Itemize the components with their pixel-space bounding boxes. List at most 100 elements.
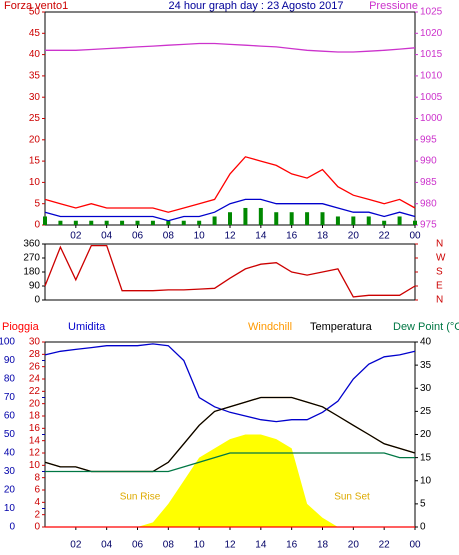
- x-tick-label: 10: [194, 231, 206, 242]
- left-title: Forza vento1: [4, 0, 68, 12]
- x-tick-label: 20: [348, 231, 360, 242]
- y-tick-label: 180: [23, 267, 40, 278]
- series-area: [45, 434, 415, 527]
- series-line: [44, 156, 416, 213]
- series-bar: [104, 220, 109, 225]
- y2-tick-label: 1025: [420, 7, 443, 18]
- y3-tick-label: 24: [29, 374, 41, 385]
- y2-tick-label: 35: [420, 360, 432, 371]
- y-tick-label: 50: [29, 7, 41, 18]
- y-tick-label: 90: [4, 355, 16, 366]
- y-tick-label: 10: [4, 503, 16, 514]
- series-bar: [73, 220, 78, 225]
- x-tick-label: 02: [70, 231, 82, 242]
- x-tick-label: 18: [317, 540, 329, 551]
- y2-tick-label: 0: [420, 522, 426, 533]
- y3-tick-label: 18: [29, 411, 41, 422]
- series-bar: [351, 216, 356, 225]
- y2-tick-label: E: [436, 281, 443, 292]
- x-tick-label: 18: [317, 231, 329, 242]
- legend-entry: Pioggia: [2, 321, 40, 333]
- y-tick-label: 40: [4, 448, 16, 459]
- y2-tick-label: 995: [420, 134, 437, 145]
- x-tick-label: 20: [348, 540, 360, 551]
- y-tick-label: 5: [34, 198, 40, 209]
- y2-tick-label: 10: [420, 475, 432, 486]
- y-tick-label: 100: [0, 337, 15, 348]
- series-bar: [366, 216, 371, 225]
- x-tick-label: 06: [132, 540, 144, 551]
- legend-entry: Windchill: [248, 321, 292, 333]
- y3-tick-label: 10: [29, 460, 41, 471]
- series-bar: [243, 207, 248, 225]
- x-tick-label: 22: [379, 540, 391, 551]
- y2-tick-label: 30: [420, 383, 432, 394]
- x-tick-label: 22: [379, 231, 391, 242]
- right-title: Pressione: [369, 0, 418, 12]
- y-tick-label: 0: [9, 522, 15, 533]
- y2-tick-label: S: [436, 267, 443, 278]
- series-bar: [397, 216, 402, 225]
- y-tick-label: 40: [29, 49, 41, 60]
- y3-tick-label: 14: [29, 435, 41, 446]
- y-tick-label: 270: [23, 253, 40, 264]
- y-tick-label: 20: [4, 485, 16, 496]
- x-tick-label: 12: [224, 540, 236, 551]
- x-tick-label: 10: [194, 540, 206, 551]
- y-tick-label: 30: [4, 466, 16, 477]
- y2-tick-label: 1005: [420, 92, 443, 103]
- y-tick-label: 25: [29, 113, 41, 124]
- y3-tick-label: 6: [34, 485, 40, 496]
- y2-tick-label: 40: [420, 337, 432, 348]
- y2-tick-label: 5: [420, 499, 426, 510]
- x-tick-label: 14: [255, 231, 267, 242]
- series-line: [44, 343, 416, 423]
- y2-tick-label: 15: [420, 452, 432, 463]
- x-tick-label: 02: [70, 540, 82, 551]
- x-tick-label: 08: [163, 231, 175, 242]
- x-tick-label: 00: [409, 540, 421, 551]
- y2-tick-label: 25: [420, 406, 432, 417]
- chart-title: 24 hour graph day : 23 Agosto 2017: [169, 0, 344, 12]
- y3-tick-label: 20: [29, 398, 41, 409]
- y-tick-label: 0: [34, 220, 40, 231]
- y2-tick-label: 990: [420, 156, 437, 167]
- y-tick-label: 20: [29, 134, 41, 145]
- series-bar: [228, 212, 232, 225]
- y2-tick-label: 1015: [420, 49, 443, 60]
- y3-tick-label: 12: [29, 448, 41, 459]
- y2-tick-label: 985: [420, 177, 437, 188]
- series-bar: [382, 220, 387, 225]
- y3-tick-label: 26: [29, 361, 41, 372]
- x-tick-label: 16: [286, 231, 298, 242]
- x-tick-label: 04: [101, 540, 113, 551]
- series-bar: [181, 220, 186, 225]
- y3-tick-label: 22: [29, 386, 41, 397]
- series-bar: [89, 220, 94, 225]
- annotation: Sun Set: [334, 492, 370, 503]
- y2-tick-label: N: [436, 239, 443, 250]
- y-tick-label: 30: [29, 92, 41, 103]
- series-bar: [335, 216, 340, 225]
- series-bar: [305, 212, 310, 225]
- y-tick-label: 60: [4, 411, 16, 422]
- series-bar: [120, 220, 125, 225]
- series-bar: [58, 220, 63, 225]
- legend-entry: Umidita: [68, 321, 106, 333]
- y-tick-label: 0: [34, 295, 40, 306]
- series-bar: [197, 220, 202, 225]
- y-tick-label: 80: [4, 374, 16, 385]
- x-tick-label: 06: [132, 231, 144, 242]
- series-bar: [274, 212, 279, 225]
- series-line: [44, 244, 416, 298]
- y2-tick-label: 1020: [420, 28, 443, 39]
- y3-tick-label: 16: [29, 423, 41, 434]
- y2-tick-label: 975: [420, 220, 437, 231]
- legend-entry: Dew Point (°C: [393, 321, 459, 333]
- y3-tick-label: 8: [34, 472, 40, 483]
- y3-tick-label: 30: [29, 337, 41, 348]
- series-bar: [413, 220, 417, 225]
- y-tick-label: 90: [29, 281, 41, 292]
- series-bar: [212, 216, 217, 225]
